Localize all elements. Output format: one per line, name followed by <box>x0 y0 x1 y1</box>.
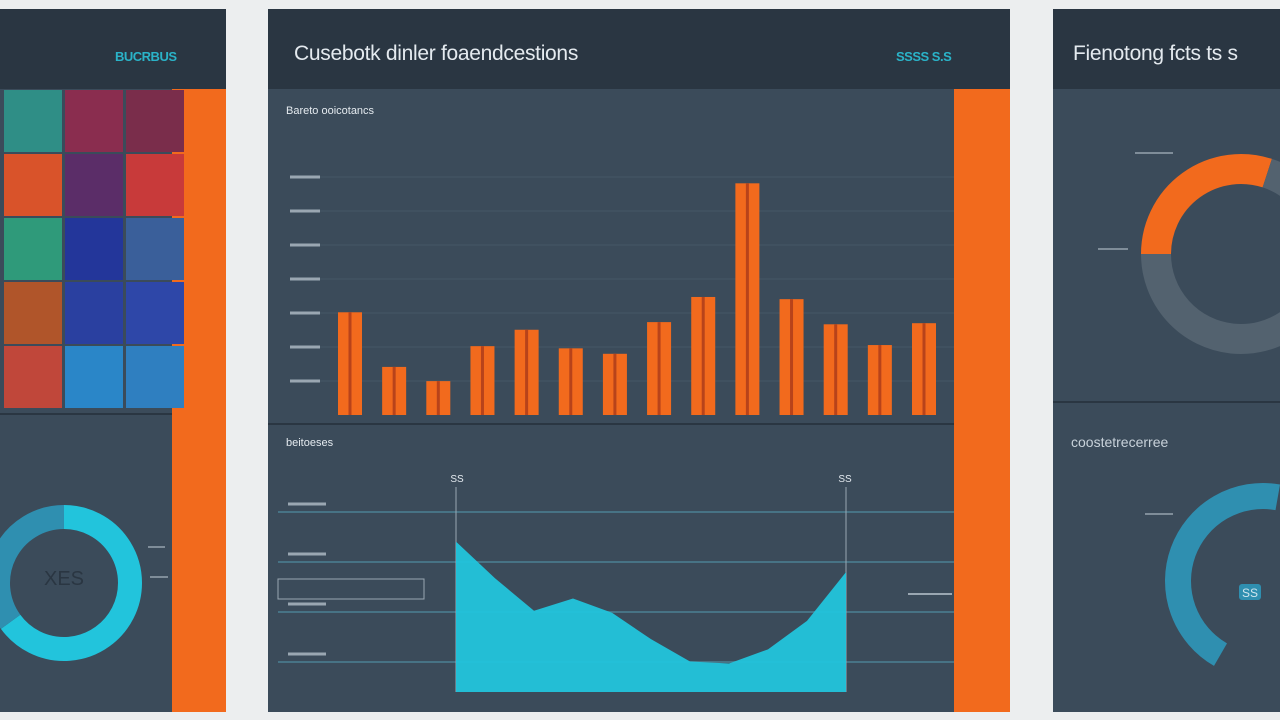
area-legend-box <box>277 578 425 600</box>
heatmap-tile <box>126 90 184 152</box>
center-orange-strip <box>954 89 1010 712</box>
heatmap-tile <box>4 346 62 408</box>
right-donut-top <box>1141 154 1280 354</box>
heatmap-tile <box>4 282 62 344</box>
area-fill <box>456 541 846 692</box>
center-panel-header: Cusebotk dinler foaendcestions SSSS S.S <box>268 9 1010 89</box>
left-panel-graphics: XES <box>0 90 184 661</box>
area-tick-left: SS <box>450 474 464 485</box>
center-header-tag: SSSS S.S <box>896 49 952 64</box>
bar-highlight <box>701 296 705 415</box>
bar-highlight <box>348 312 352 415</box>
donut-slice <box>0 505 142 661</box>
heatmap-tile <box>65 154 123 216</box>
bar-highlight <box>878 345 882 415</box>
donut-slice <box>1141 158 1280 354</box>
left-panel-header: BUCRBUS <box>0 9 226 89</box>
right-panel: Fienotong fcts ts s coostetrecerree SS <box>1053 9 1280 712</box>
center-panel-graphics: SS SS <box>268 175 954 692</box>
heatmap-tile <box>65 346 123 408</box>
right-gauge-value-box <box>1239 584 1261 600</box>
heatmap-tile <box>126 282 184 344</box>
bar-highlight <box>480 346 484 415</box>
left-panel: BUCRBUS XES <box>0 9 226 712</box>
right-gauge-label: SS <box>1242 586 1258 600</box>
heatmap-tile <box>65 282 123 344</box>
bar-highlight <box>745 183 749 415</box>
left-header-tag: BUCRBUS <box>115 49 177 64</box>
left-donut-chart <box>0 505 142 661</box>
center-panel: Cusebotk dinler foaendcestions SSSS S.S … <box>268 9 1010 712</box>
heatmap-tile <box>4 154 62 216</box>
donut-slice <box>0 505 65 629</box>
left-donut-label: XES <box>44 568 84 590</box>
right-panel-title: Fienotong fcts ts s <box>1073 42 1238 65</box>
bar-chart <box>290 175 954 415</box>
heatmap <box>4 90 184 408</box>
heatmap-tile <box>126 218 184 280</box>
area-chart <box>277 487 954 692</box>
bar-highlight <box>922 323 926 415</box>
area-tick-right: SS <box>838 474 852 485</box>
donut-slice <box>1141 154 1272 255</box>
heatmap-tile <box>4 218 62 280</box>
heatmap-tile <box>65 218 123 280</box>
bar-section-label: Bareto ooicotancs <box>286 105 375 117</box>
center-panel-title: Cusebotk dinler foaendcestions <box>294 42 579 65</box>
area-section-label: beitoeses <box>286 437 334 449</box>
bar-highlight <box>657 322 661 415</box>
heatmap-tile <box>4 90 62 152</box>
bar-highlight <box>613 353 617 415</box>
bar-highlight <box>392 366 396 415</box>
right-gauge-arc <box>1165 483 1280 666</box>
heatmap-tile <box>126 154 184 216</box>
heatmap-tile <box>126 346 184 408</box>
bar-highlight <box>436 381 440 415</box>
bar-highlight <box>569 348 573 415</box>
bar-highlight <box>790 299 794 415</box>
heatmap-tile <box>65 90 123 152</box>
bar-highlight <box>525 329 529 415</box>
right-panel-graphics: SS <box>1053 152 1280 666</box>
right-panel-header: Fienotong fcts ts s <box>1053 9 1280 89</box>
bar-highlight <box>834 324 838 415</box>
right-section-label: coostetrecerree <box>1071 434 1169 450</box>
